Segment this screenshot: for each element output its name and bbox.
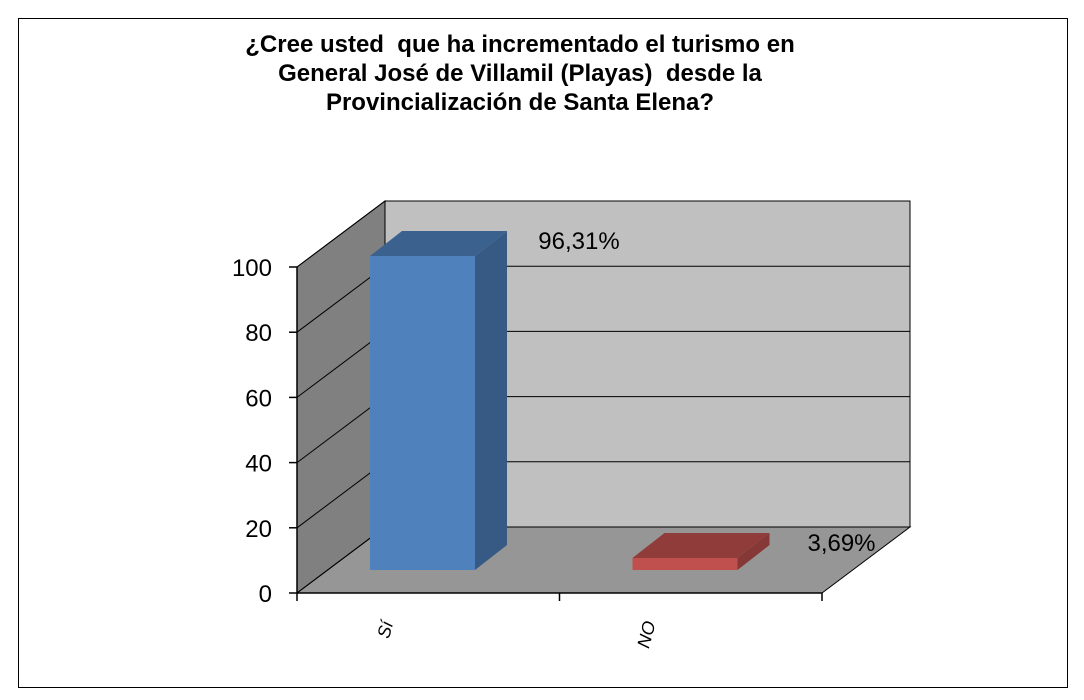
bar-side [475, 231, 507, 570]
bar-top [370, 231, 507, 257]
bar-front [370, 256, 475, 570]
y-tick-label: 0 [259, 581, 272, 608]
y-tick-label: 60 [245, 385, 272, 412]
data-label: 3,69% [807, 530, 875, 557]
y-tick-label: 40 [245, 451, 272, 478]
data-label: 96,31% [538, 228, 619, 255]
y-tick-label: 100 [232, 255, 272, 282]
bar-top [632, 532, 770, 558]
y-tick-label: 80 [245, 320, 272, 347]
y-tick-label: 20 [245, 516, 272, 543]
x-tick-label: Sí [373, 617, 397, 641]
grid-line [296, 200, 910, 268]
chart-title: ¿Cree usted que ha incrementado el turis… [245, 31, 802, 116]
bar-front [632, 557, 738, 570]
x-tick-label: NO [633, 619, 659, 650]
bar-side [737, 532, 770, 570]
chart-frame [18, 18, 1068, 688]
